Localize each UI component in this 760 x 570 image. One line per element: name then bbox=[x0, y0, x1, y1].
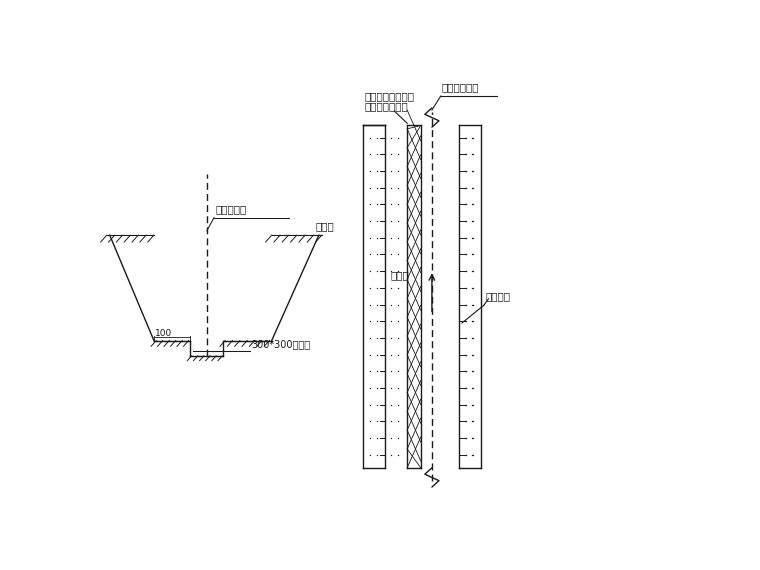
Text: 水排至临近河塘: 水排至临近河塘 bbox=[365, 101, 409, 111]
Text: 100: 100 bbox=[154, 329, 172, 339]
Text: 排水沟: 排水沟 bbox=[391, 270, 410, 280]
Text: 沟槽边坡: 沟槽边坡 bbox=[486, 292, 511, 302]
Text: 集水坑，潜水泵抽: 集水坑，潜水泵抽 bbox=[365, 91, 415, 101]
Text: 原地面: 原地面 bbox=[316, 221, 334, 231]
Text: 300*300排水沟: 300*300排水沟 bbox=[252, 339, 311, 349]
Text: 管道中心线: 管道中心线 bbox=[216, 204, 247, 214]
Text: 管道立面轴线: 管道立面轴线 bbox=[442, 83, 480, 92]
